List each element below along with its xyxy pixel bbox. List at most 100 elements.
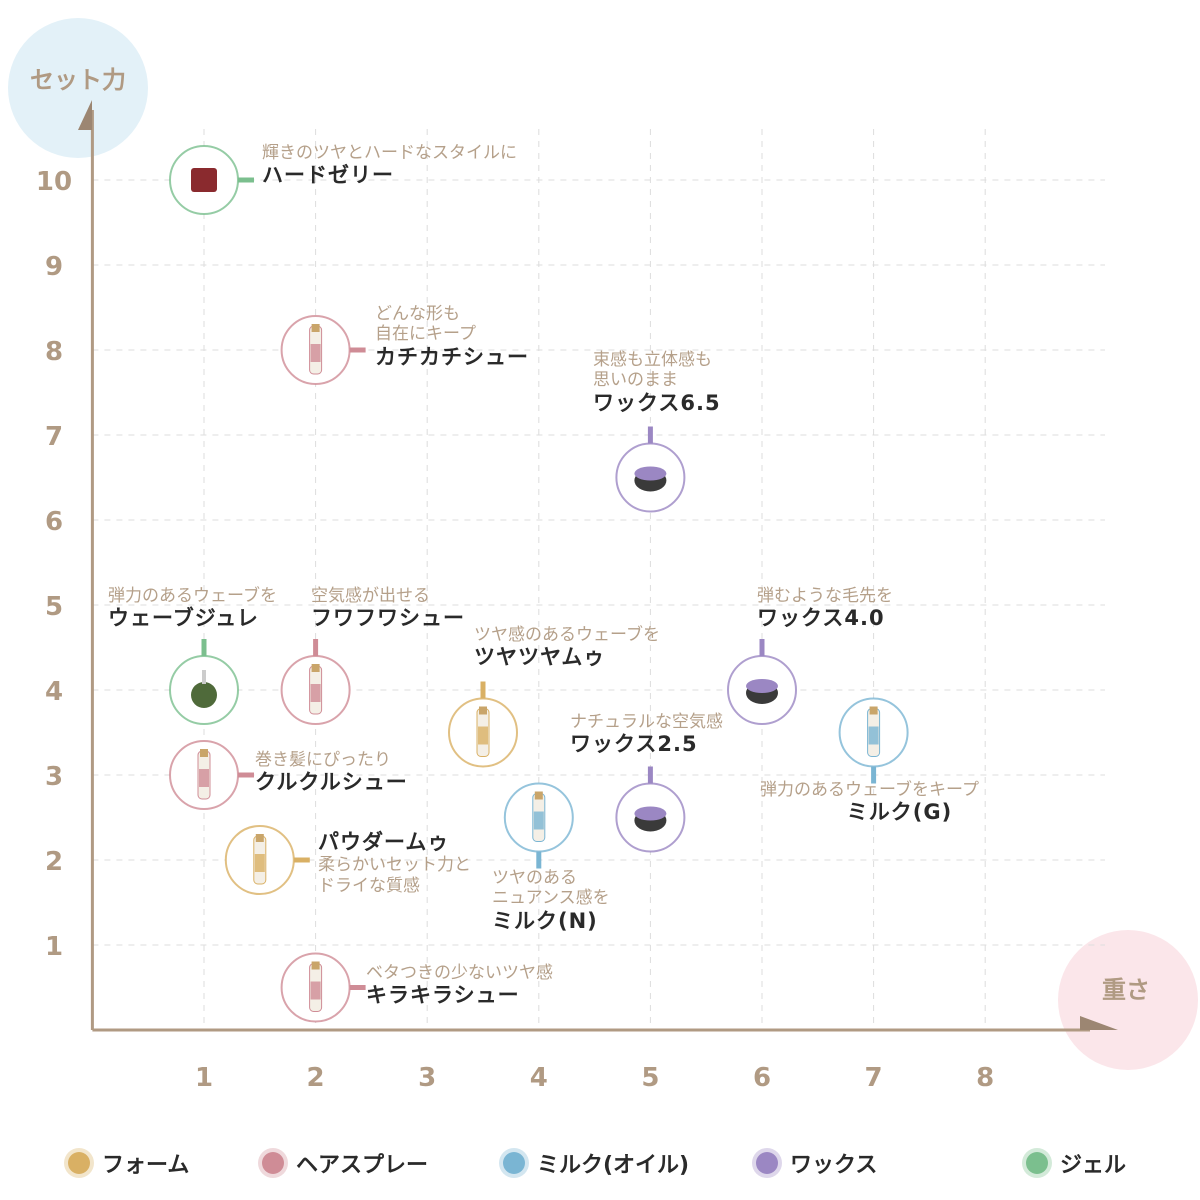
product-description: ツヤ感のあるウェーブを <box>474 625 660 645</box>
y-axis-title: セット力 <box>30 66 126 94</box>
y-axis-title-bubble <box>8 18 148 158</box>
product-description: 柔らかいセット力と ドライな質感 <box>318 855 471 896</box>
product-description: ナチュラルな空気感 <box>570 712 723 732</box>
product-name: ハードゼリー <box>262 163 394 188</box>
legend-label: ミルク(オイル) <box>537 1153 690 1178</box>
product-description: 弾力のあるウェーブをキープ <box>760 780 979 800</box>
legend-item-gel: ジェル <box>1026 1147 1126 1179</box>
product-print-icon <box>310 981 321 1000</box>
legend-item-wax: ワックス <box>756 1147 877 1179</box>
product-name: ミルク(G) <box>846 800 953 825</box>
y-axis-arrow-icon <box>78 100 92 130</box>
legend-label: ワックス <box>790 1153 878 1178</box>
product-name: キラキラシュー <box>366 983 520 1008</box>
product-print-icon <box>868 726 879 745</box>
product-print-icon <box>478 726 488 745</box>
product-description: ツヤのある ニュアンス感を <box>492 868 610 909</box>
x-tick-label: 3 <box>418 1063 436 1093</box>
spray-swatch-icon <box>262 1152 284 1174</box>
product-jar-lid-icon <box>746 679 778 693</box>
product-label: 弾力のあるウェーブをキープ ミルク(G) <box>760 780 979 826</box>
product-name: パウダームゥ <box>318 830 450 854</box>
x-tick-label: 1 <box>195 1063 213 1093</box>
legend-item-milk: ミルク(オイル) <box>503 1147 689 1179</box>
foam-swatch-icon <box>68 1152 90 1174</box>
y-tick-label: 5 <box>45 592 63 622</box>
legend-label: フォーム <box>102 1153 190 1178</box>
product-description: 空気感が出せる <box>311 586 430 606</box>
product-name: ミルク(N) <box>492 908 598 933</box>
product-label: 弾むような毛先を ワックス4.0 <box>757 586 893 632</box>
product-description: 巻き髪にぴったり <box>255 750 391 770</box>
product-name: ワックス4.0 <box>757 606 885 631</box>
y-tick-label: 7 <box>45 422 63 452</box>
product-print-icon <box>199 769 209 787</box>
product-cap-icon <box>479 706 487 715</box>
x-axis-title: 重さ <box>1102 976 1150 1004</box>
product-name: ウェーブジュレ <box>108 606 259 631</box>
legend-label: ジェル <box>1060 1153 1127 1178</box>
y-tick-label: 2 <box>45 847 63 877</box>
y-tick-label: 3 <box>45 762 63 792</box>
x-tick-label: 4 <box>530 1063 548 1093</box>
x-tick-label: 8 <box>976 1063 994 1093</box>
product-label: 空気感が出せる フワフワシュー <box>311 586 465 632</box>
product-label: ベタつきの少ないツヤ感 キラキラシュー <box>366 963 553 1009</box>
x-tick-label: 6 <box>753 1063 771 1093</box>
product-description: 輝きのツヤとハードなスタイルに <box>262 143 517 163</box>
gel-swatch-icon <box>1026 1152 1048 1174</box>
product-name: ワックス6.5 <box>593 390 721 415</box>
product-cap-icon <box>534 791 543 800</box>
product-label: パウダームゥ 柔らかいセット力と ドライな質感 <box>318 830 471 896</box>
y-tick-label: 9 <box>45 252 63 282</box>
product-jar-lid-icon <box>634 466 667 481</box>
product-pump-icon <box>202 670 206 684</box>
legend: フォーム ヘアスプレー ミルク(オイル) ワックス ジェル <box>0 1147 1200 1183</box>
x-axis-arrow-icon <box>1080 1016 1118 1030</box>
product-print-icon <box>310 684 321 702</box>
product-name: フワフワシュー <box>311 606 465 631</box>
product-cap-icon <box>311 664 320 672</box>
y-tick-label: 8 <box>45 337 63 367</box>
product-print-icon <box>254 854 265 872</box>
y-tick-label: 6 <box>45 507 63 537</box>
product-print-icon <box>310 344 321 362</box>
y-tick-label: 4 <box>45 677 63 707</box>
milk-swatch-icon <box>503 1152 525 1174</box>
product-cap-icon <box>200 749 208 757</box>
product-bottle-icon <box>191 682 217 708</box>
product-jar-lid-icon <box>634 806 667 821</box>
product-cup-icon <box>191 168 217 192</box>
product-cap-icon <box>869 706 878 715</box>
product-name: クルクルシュー <box>255 770 408 795</box>
legend-item-foam: フォーム <box>68 1147 189 1179</box>
product-description: 弾むような毛先を <box>757 586 893 606</box>
product-label: 束感も立体感も 思いのまま ワックス6.5 <box>593 350 721 416</box>
x-tick-label: 7 <box>865 1063 883 1093</box>
product-description: 弾力のあるウェーブを <box>108 586 277 606</box>
product-description: 束感も立体感も 思いのまま <box>593 350 712 391</box>
product-label: ナチュラルな空気感 ワックス2.5 <box>570 712 723 758</box>
wax-swatch-icon <box>756 1152 778 1174</box>
product-label: 巻き髪にぴったり クルクルシュー <box>255 750 408 796</box>
x-axis-title-bubble <box>1058 930 1198 1070</box>
product-description: どんな形も 自在にキープ <box>375 304 476 345</box>
product-description: ベタつきの少ないツヤ感 <box>366 963 553 983</box>
product-label: ツヤ感のあるウェーブを ツヤツヤムゥ <box>474 625 660 671</box>
x-tick-label: 2 <box>307 1063 325 1093</box>
product-name: カチカチシュー <box>375 344 529 369</box>
product-name: ワックス2.5 <box>570 732 698 757</box>
product-print-icon <box>533 811 544 830</box>
x-tick-label: 5 <box>641 1063 659 1093</box>
product-label: 弾力のあるウェーブを ウェーブジュレ <box>108 586 277 632</box>
y-tick-label: 1 <box>45 932 63 962</box>
product-name: ツヤツヤムゥ <box>474 645 606 670</box>
legend-item-spray: ヘアスプレー <box>262 1147 428 1179</box>
product-label: 輝きのツヤとハードなスタイルに ハードゼリー <box>262 143 517 189</box>
product-cap-icon <box>255 834 264 842</box>
y-tick-label: 10 <box>36 167 72 197</box>
product-cap-icon <box>311 324 320 332</box>
product-cap-icon <box>311 961 320 970</box>
product-label: どんな形も 自在にキープ カチカチシュー <box>375 304 529 370</box>
